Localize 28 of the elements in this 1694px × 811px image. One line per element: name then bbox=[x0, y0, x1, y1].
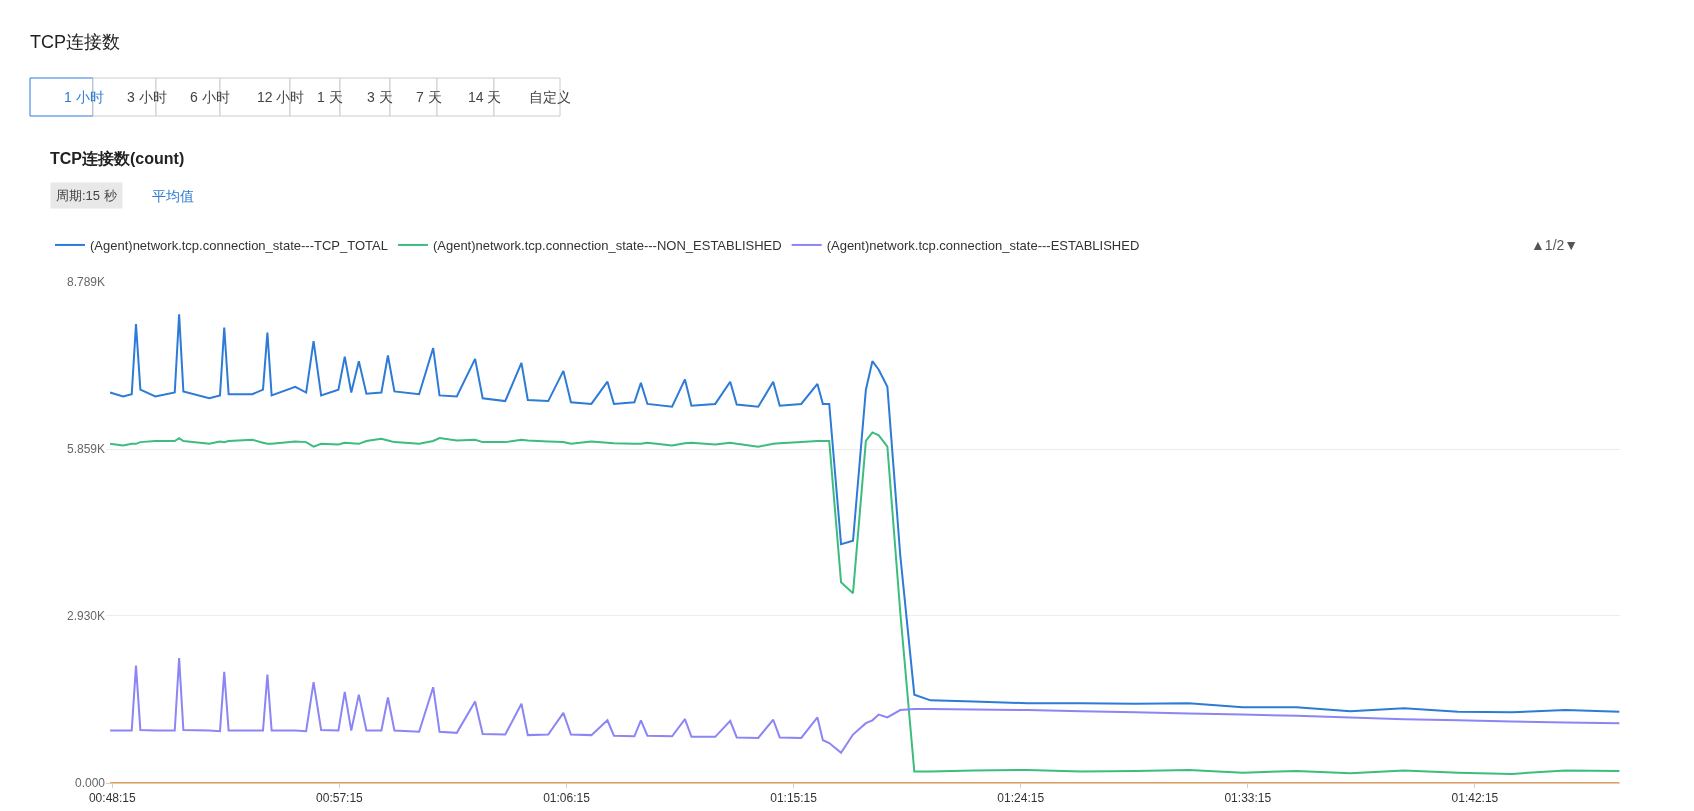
x-tick-label: 01:24:15 bbox=[997, 791, 1045, 806]
text: 6 小时 bbox=[190, 89, 230, 105]
x-tick-label: 01:06:15 bbox=[543, 791, 591, 806]
text: TCP连接数 bbox=[30, 32, 120, 52]
legend-label: (Agent)network.tcp.connection_state---ESTABLISHED bbox=[826, 238, 1140, 254]
y-tick-label: 0.000 bbox=[74, 776, 106, 791]
text: 1 小时 bbox=[64, 89, 104, 105]
x-tick-label: 01:33:15 bbox=[1224, 791, 1272, 806]
text: 14 天 bbox=[468, 89, 502, 105]
text: 7 天 bbox=[416, 89, 442, 105]
chart-title: TCP连接数(count) bbox=[50, 149, 185, 167]
legend-label: (Agent)network.tcp.connection_state---NON_ESTABLISHED bbox=[432, 238, 782, 254]
legend-label: (Agent)network.tcp.connection_state---TCP_TOTAL bbox=[90, 238, 388, 254]
text: 12 小时 bbox=[257, 89, 305, 105]
x-tick-label: 01:42:15 bbox=[1451, 791, 1499, 806]
y-tick-label: 2.930K bbox=[66, 609, 105, 624]
text: 3 小时 bbox=[127, 89, 167, 105]
text: ▲1/2▼ bbox=[1531, 237, 1579, 253]
text: 周期:15 秒 bbox=[56, 188, 117, 203]
x-tick-label: 00:57:15 bbox=[316, 791, 364, 806]
y-tick-label: 5.859K bbox=[66, 442, 105, 457]
x-tick-label: 01:15:15 bbox=[770, 791, 818, 806]
text: 3 天 bbox=[367, 89, 393, 105]
text: 自定义 bbox=[529, 89, 571, 105]
x-tick-label: 00:48:15 bbox=[88, 791, 136, 806]
text: 1 天 bbox=[317, 89, 343, 105]
text: 平均值 bbox=[152, 188, 194, 204]
y-tick-label: 8.789K bbox=[66, 275, 105, 290]
